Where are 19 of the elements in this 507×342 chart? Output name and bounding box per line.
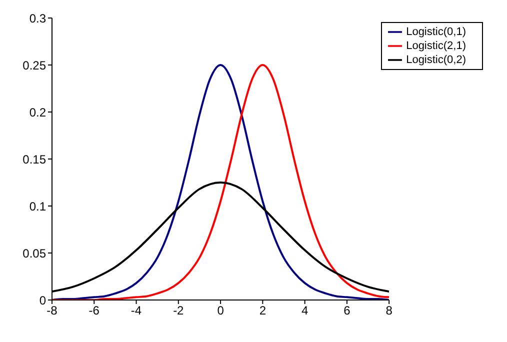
y-tick-label: 0.3 bbox=[29, 11, 46, 26]
x-tick-label: -2 bbox=[173, 304, 184, 318]
x-tick-label: -4 bbox=[130, 304, 142, 318]
x-tick-label: 4 bbox=[301, 304, 308, 318]
y-tick-label: 0.25 bbox=[22, 58, 46, 72]
legend-label: Logistic(0,1) bbox=[406, 26, 466, 38]
x-tick-label: 0 bbox=[217, 304, 224, 318]
x-tick-label: 8 bbox=[386, 304, 393, 318]
x-tick-label: 2 bbox=[259, 304, 266, 318]
y-tick-label: 0.1 bbox=[29, 199, 46, 214]
y-tick-label: 0.05 bbox=[22, 246, 46, 260]
x-tick-label: -8 bbox=[46, 304, 58, 318]
y-tick-label: 0 bbox=[39, 293, 46, 308]
legend-label: Logistic(0,2) bbox=[406, 54, 466, 66]
y-tick-label: 0.2 bbox=[29, 105, 46, 120]
legend-label: Logistic(2,1) bbox=[406, 40, 466, 52]
x-tick-label: 6 bbox=[344, 304, 351, 318]
y-tick-label: 0.15 bbox=[22, 152, 46, 166]
x-tick-label: -6 bbox=[88, 304, 100, 318]
